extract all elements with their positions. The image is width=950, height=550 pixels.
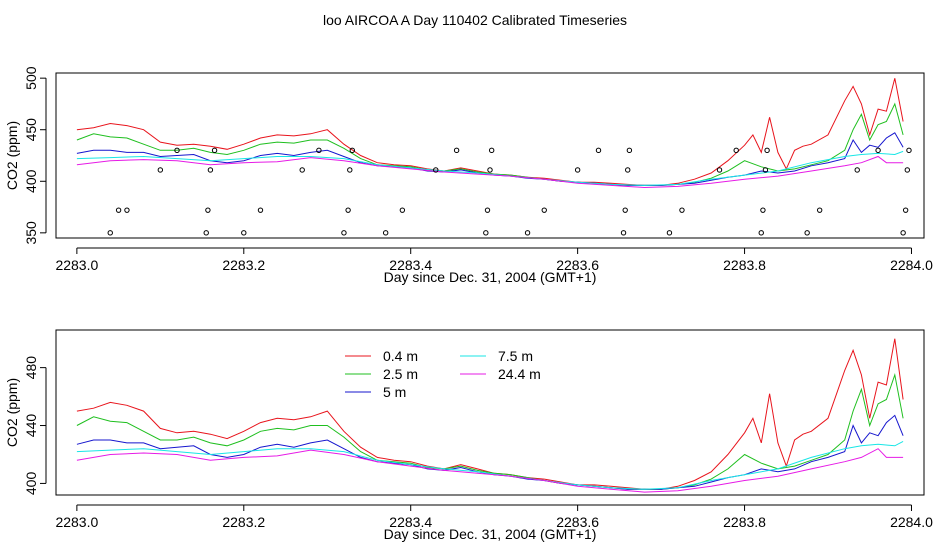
- top-x-tick-label: 2283.4: [389, 257, 432, 273]
- bottom-x-tick-label: 2283.2: [222, 514, 265, 530]
- top-marker-point: [679, 207, 685, 213]
- top-marker-point: [341, 230, 347, 236]
- top-y-tick-label: 450: [23, 118, 39, 142]
- bottom-series-7-5-m: [76, 440, 904, 490]
- top-marker-point: [804, 230, 810, 236]
- top-marker-point: [483, 230, 489, 236]
- bottom-y-tick-label: 440: [23, 414, 39, 438]
- top-marker-point: [205, 207, 211, 213]
- top-marker-point: [203, 230, 209, 236]
- top-marker-point: [541, 207, 547, 213]
- top-marker-point: [453, 147, 460, 154]
- top-x-tick-label: 2283.2: [222, 257, 265, 273]
- top-plot-area: [76, 78, 912, 236]
- bottom-plot-frame: [55, 329, 925, 496]
- top-marker-point: [622, 207, 628, 213]
- top-series-24-4-m: [76, 155, 904, 189]
- top-marker-point: [347, 167, 353, 173]
- top-marker-point: [716, 167, 723, 173]
- top-marker-point: [299, 167, 305, 173]
- top-marker-point: [211, 147, 218, 154]
- bottom-x-axis-label: Day since Dec. 31, 2004 (GMT+1): [384, 526, 597, 542]
- top-marker-point: [484, 207, 491, 213]
- top-marker-point: [382, 230, 389, 236]
- top-marker-point: [241, 230, 247, 236]
- bottom-series-5-m: [76, 414, 904, 490]
- top-marker-point: [345, 207, 351, 213]
- top-marker-point: [595, 147, 602, 154]
- top-y-tick-label: 500: [23, 66, 39, 90]
- top-marker-point: [487, 167, 493, 173]
- bottom-x-tick-label: 2283.0: [55, 514, 98, 530]
- legend-label-5-m: 5 m: [383, 384, 406, 400]
- top-series-2-5-m: [76, 102, 904, 186]
- legend-label-2-5-m: 2.5 m: [383, 366, 418, 382]
- top-marker-point: [257, 207, 264, 213]
- top-marker-point: [207, 167, 214, 173]
- bottom-panel: 2283.0 2283.2 2283.4 2283.6 2283.8 2284.0 Day …: [4, 329, 933, 542]
- bottom-y-tick-label: 480: [23, 356, 39, 380]
- top-marker-point: [900, 230, 906, 236]
- top-y-tick-label: 400: [23, 169, 39, 193]
- bottom-plot-area: [76, 338, 904, 493]
- top-y-tick-label: 350: [23, 221, 39, 245]
- bottom-series-0-4-m: [76, 338, 904, 490]
- top-series-7-5-m: [76, 150, 904, 186]
- top-x-axis-label: Day since Dec. 31, 2004 (GMT+1): [384, 269, 597, 285]
- top-marker-point: [433, 167, 439, 173]
- top-marker-point: [762, 167, 769, 173]
- top-marker-point: [625, 167, 631, 173]
- top-marker-point: [875, 147, 881, 154]
- top-marker-point: [758, 230, 764, 236]
- top-marker-point: [107, 230, 113, 236]
- top-marker-point: [174, 147, 180, 154]
- bottom-series-2-5-m: [76, 372, 904, 490]
- bottom-series-24-4-m: [76, 448, 904, 493]
- top-marker-point: [760, 207, 766, 213]
- bottom-x-tick-label: 2284.0: [890, 514, 933, 530]
- top-marker-point: [157, 167, 164, 173]
- top-marker-point: [349, 147, 355, 154]
- legend-label-24-4-m: 24.4 m: [498, 366, 541, 382]
- top-marker-point: [620, 230, 627, 236]
- legend-label-0-4-m: 0.4 m: [383, 348, 418, 364]
- bottom-x-tick-label: 2283.6: [556, 514, 599, 530]
- top-marker-point: [488, 147, 495, 154]
- top-plot-frame: [55, 72, 925, 239]
- top-marker-point: [904, 167, 911, 173]
- chart-title: loo AIRCOA A Day 110402 Calibrated Times…: [322, 12, 627, 28]
- bottom-x-tick-label: 2283.4: [389, 514, 432, 530]
- top-x-tick-label: 2283.0: [55, 257, 98, 273]
- top-x-tick-label: 2283.6: [556, 257, 599, 273]
- top-marker-point: [666, 230, 673, 236]
- top-marker-point: [124, 207, 130, 213]
- top-marker-point: [115, 207, 122, 213]
- top-marker-point: [733, 147, 739, 154]
- bottom-x-tick-label: 2283.8: [723, 514, 766, 530]
- top-marker-point: [764, 147, 770, 154]
- top-series-5-m: [76, 132, 904, 186]
- top-marker-point: [574, 167, 581, 173]
- top-panel: 2283.0 2283.2 2283.4 2283.6 2283.8 2284.0 Day …: [4, 66, 933, 285]
- top-marker-point: [316, 147, 322, 154]
- bottom-y-axis-label: CO2 (ppm): [4, 378, 20, 447]
- top-y-axis-label: CO2 (ppm): [4, 121, 20, 190]
- top-marker-point: [906, 147, 912, 154]
- top-series-0-4-m: [76, 78, 904, 186]
- top-marker-point: [524, 230, 531, 236]
- top-marker-point: [902, 207, 909, 213]
- legend-label-7-5-m: 7.5 m: [498, 348, 533, 364]
- top-x-tick-label: 2283.8: [723, 257, 766, 273]
- top-marker-point: [854, 167, 860, 173]
- top-x-tick-label: 2284.0: [890, 257, 933, 273]
- top-marker-point: [626, 147, 633, 154]
- top-marker-point: [399, 207, 406, 213]
- top-marker-point: [816, 207, 823, 213]
- bottom-y-tick-label: 400: [23, 472, 39, 496]
